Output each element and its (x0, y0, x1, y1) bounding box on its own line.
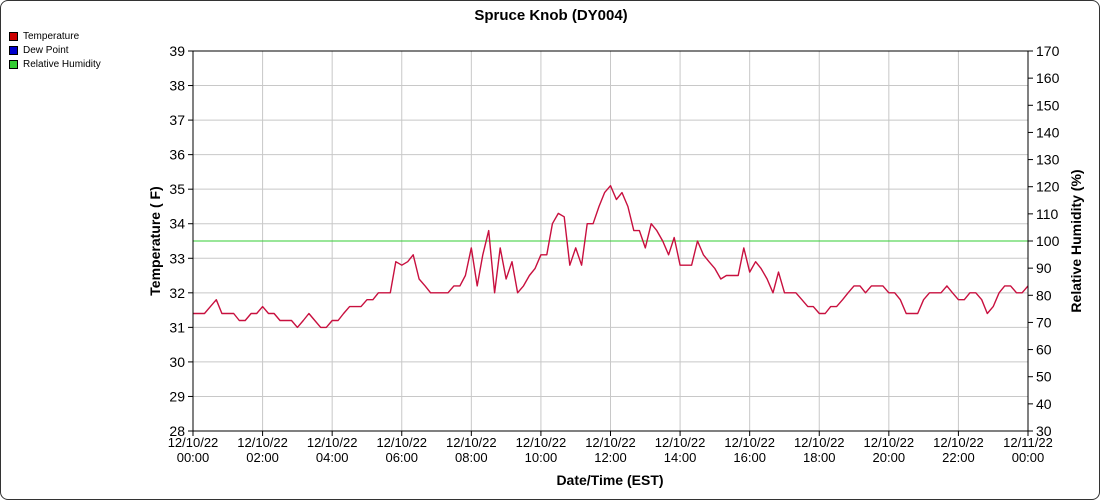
x-tick-label-date: 12/10/22 (168, 435, 219, 450)
y-tick-label-left: 39 (169, 43, 185, 59)
y-axis-title-left: Temperature ( F) (147, 186, 163, 295)
y-axis-right: 30 40 50 60 70 80 90 100 110 120 130 140 150 160 170 (1028, 43, 1060, 439)
legend-label-temperature: Temperature (23, 30, 80, 42)
y-tick-label-left: 34 (169, 216, 185, 232)
x-tick-label-date: 12/10/22 (724, 435, 775, 450)
x-tick-label-time: 14:00 (664, 450, 697, 465)
y-tick-label-right: 100 (1036, 233, 1060, 249)
x-tick-label-time: 10:00 (525, 450, 558, 465)
legend-label-relative-humidity: Relative Humidity (23, 58, 101, 70)
x-tick-label-time: 02:00 (246, 450, 279, 465)
y-tick-label-right: 40 (1036, 396, 1052, 412)
x-tick-label-date: 12/11/22 (1003, 435, 1053, 450)
y-tick-label-right: 130 (1036, 152, 1060, 168)
y-axis-title-right: Relative Humidity (%) (1068, 169, 1084, 312)
legend-swatch-relative-humidity (9, 59, 18, 69)
y-tick-label-right: 120 (1036, 179, 1060, 195)
x-tick-label-date: 12/10/22 (446, 435, 497, 450)
y-tick-label-left: 31 (169, 319, 185, 335)
y-axis-left: 28 29 30 31 32 33 34 35 36 37 38 39 (169, 43, 193, 439)
x-tick-label-time: 06:00 (385, 450, 418, 465)
y-tick-label-right: 90 (1036, 260, 1052, 276)
x-tick-label-date: 12/10/22 (933, 435, 984, 450)
x-tick-label-date: 12/10/22 (655, 435, 706, 450)
y-tick-label-left: 29 (169, 388, 185, 404)
legend-swatch-dew-point (9, 45, 18, 55)
y-tick-label-left: 36 (169, 147, 185, 163)
y-tick-label-left: 37 (169, 112, 185, 128)
y-tick-label-left: 33 (169, 250, 185, 266)
y-tick-label-left: 32 (169, 285, 185, 301)
y-tick-label-right: 140 (1036, 124, 1060, 140)
x-tick-label-time: 04:00 (316, 450, 349, 465)
y-tick-label-right: 110 (1036, 206, 1059, 222)
y-tick-label-right: 60 (1036, 342, 1052, 358)
x-tick-label-time: 08:00 (455, 450, 488, 465)
y-tick-label-right: 150 (1036, 97, 1060, 113)
x-tick-label-date: 12/10/22 (516, 435, 567, 450)
y-tick-label-right: 80 (1036, 287, 1052, 303)
y-tick-label-right: 30 (1036, 423, 1052, 439)
x-tick-label-time: 00:00 (177, 450, 210, 465)
legend-item-dew-point: Dew Point (9, 43, 101, 57)
x-tick-label-time: 22:00 (942, 450, 975, 465)
plot-area-border (192, 50, 1029, 432)
legend-swatch-temperature (9, 31, 18, 41)
x-axis: 12/10/2200:0012/10/2202:0012/10/2204:001… (168, 431, 1053, 465)
y-tick-label-right: 70 (1036, 314, 1052, 330)
y-tick-label-left: 30 (169, 354, 185, 370)
legend-item-temperature: Temperature (9, 29, 101, 43)
y-tick-label-right: 170 (1036, 43, 1060, 59)
x-axis-title: Date/Time (EST) (556, 472, 663, 488)
series-layer (193, 184, 1029, 329)
x-tick-label-time: 18:00 (803, 450, 836, 465)
y-tick-label-right: 160 (1036, 70, 1060, 86)
chart-title: Spruce Knob (DY004) (474, 7, 627, 24)
x-tick-label-time: 20:00 (873, 450, 906, 465)
x-tick-label-date: 12/10/22 (585, 435, 636, 450)
x-tick-label-date: 12/10/22 (864, 435, 915, 450)
x-tick-label-date: 12/10/22 (794, 435, 845, 450)
series-line-temperature (193, 184, 1029, 329)
legend-item-relative-humidity: Relative Humidity (9, 57, 101, 71)
x-tick-label-time: 00:00 (1012, 450, 1045, 465)
chart-legend: Temperature Dew Point Relative Humidity (9, 29, 101, 71)
x-tick-label-time: 16:00 (733, 450, 766, 465)
y-tick-label-left: 38 (169, 78, 185, 94)
y-tick-label-right: 50 (1036, 369, 1052, 385)
x-tick-label-date: 12/10/22 (237, 435, 288, 450)
y-tick-label-left: 35 (169, 181, 185, 197)
x-tick-label-date: 12/10/22 (376, 435, 427, 450)
legend-label-dew-point: Dew Point (23, 44, 69, 56)
y-tick-label-left: 28 (169, 423, 185, 439)
x-tick-label-time: 12:00 (594, 450, 627, 465)
x-tick-label-date: 12/10/22 (307, 435, 358, 450)
